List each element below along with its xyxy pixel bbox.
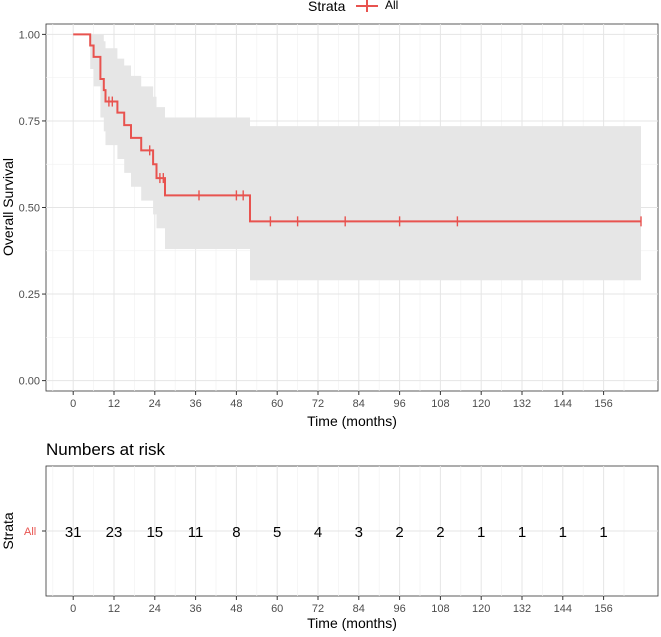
y-axis-title: Overall Survival bbox=[0, 158, 16, 256]
risk-count: 1 bbox=[599, 524, 607, 541]
x-tick-label: 60 bbox=[271, 398, 283, 410]
legend: Strata All bbox=[308, 0, 398, 14]
risk-x-tick-label: 132 bbox=[513, 603, 531, 615]
risk-count: 2 bbox=[436, 524, 444, 541]
risk-table-title: Numbers at risk bbox=[46, 440, 166, 459]
legend-label: All bbox=[385, 0, 398, 12]
y-tick-label: 1.00 bbox=[19, 29, 40, 41]
risk-count: 23 bbox=[106, 524, 123, 541]
survival-panel: 0 12 24 36 48 60 72 84 96 108 120 132 144 156 0.00 0.2… bbox=[0, 23, 659, 429]
survival-step-line bbox=[73, 33, 641, 223]
risk-count: 8 bbox=[232, 524, 240, 541]
censor-marks bbox=[108, 96, 642, 227]
x-tick-label: 96 bbox=[393, 398, 405, 410]
risk-x-tick-label: 24 bbox=[149, 603, 161, 615]
confidence-band bbox=[73, 34, 641, 281]
risk-x-tick-label: 84 bbox=[353, 603, 365, 615]
confidence-band-area bbox=[73, 34, 641, 281]
risk-count: 5 bbox=[273, 524, 281, 541]
risk-count: 2 bbox=[395, 524, 403, 541]
legend-title: Strata bbox=[308, 0, 346, 14]
risk-table-panel: 31 23 15 11 8 5 4 3 2 2 1 1 1 1 0 12 24 36 48 60 72 84 96 108 1… bbox=[0, 465, 659, 631]
x-tick-label: 84 bbox=[353, 398, 365, 410]
risk-x-tick-label: 144 bbox=[554, 603, 572, 615]
y-tick-label: 0.00 bbox=[19, 376, 40, 388]
x-tick-label: 0 bbox=[70, 398, 76, 410]
risk-count: 15 bbox=[146, 524, 163, 541]
x-tick-label: 72 bbox=[312, 398, 324, 410]
x-tick-label: 156 bbox=[594, 398, 612, 410]
risk-count: 1 bbox=[559, 524, 567, 541]
survival-curve bbox=[73, 33, 641, 223]
risk-x-tick-label: 96 bbox=[393, 603, 405, 615]
risk-row-label: All bbox=[24, 526, 36, 538]
risk-x-axis-title: Time (months) bbox=[307, 615, 397, 631]
x-tick-label: 48 bbox=[230, 398, 242, 410]
x-tick-label: 132 bbox=[513, 398, 531, 410]
x-tick-label: 12 bbox=[108, 398, 120, 410]
risk-x-tick-label: 72 bbox=[312, 603, 324, 615]
risk-x-tick-label: 36 bbox=[189, 603, 201, 615]
y-tick-label: 0.75 bbox=[19, 116, 40, 128]
risk-x-tick-label: 48 bbox=[230, 603, 242, 615]
x-tick-label: 36 bbox=[189, 398, 201, 410]
risk-x-tick-label: 120 bbox=[472, 603, 490, 615]
risk-count: 1 bbox=[518, 524, 526, 541]
risk-x-tick-label: 0 bbox=[70, 603, 76, 615]
risk-count: 4 bbox=[314, 524, 322, 541]
risk-x-tick-label: 156 bbox=[594, 603, 612, 615]
risk-x-tick-label: 12 bbox=[108, 603, 120, 615]
risk-x-tick-label: 108 bbox=[431, 603, 449, 615]
risk-count: 11 bbox=[188, 524, 204, 541]
x-axis-title: Time (months) bbox=[307, 413, 397, 429]
y-tick-label: 0.25 bbox=[19, 289, 40, 301]
risk-x-axis-ticks: 0 12 24 36 48 60 72 84 96 108 120 132 144 156 bbox=[42, 530, 613, 615]
risk-counts: 31 23 15 11 8 5 4 3 2 2 1 1 1 1 bbox=[65, 524, 608, 541]
x-tick-label: 24 bbox=[149, 398, 161, 410]
risk-count: 3 bbox=[355, 524, 363, 541]
risk-table-grid bbox=[46, 466, 658, 596]
risk-x-tick-label: 60 bbox=[271, 603, 283, 615]
y-tick-label: 0.50 bbox=[19, 203, 40, 215]
risk-count: 1 bbox=[477, 524, 485, 541]
risk-count: 31 bbox=[65, 524, 82, 541]
y-axis-ticks: 0.00 0.25 0.50 0.75 1.00 bbox=[19, 29, 46, 388]
x-tick-label: 120 bbox=[472, 398, 490, 410]
x-tick-label: 108 bbox=[431, 398, 449, 410]
x-axis-ticks: 0 12 24 36 48 60 72 84 96 108 120 132 144 156 bbox=[70, 391, 613, 410]
x-tick-label: 144 bbox=[554, 398, 572, 410]
risk-y-axis-title: Strata bbox=[0, 512, 16, 550]
